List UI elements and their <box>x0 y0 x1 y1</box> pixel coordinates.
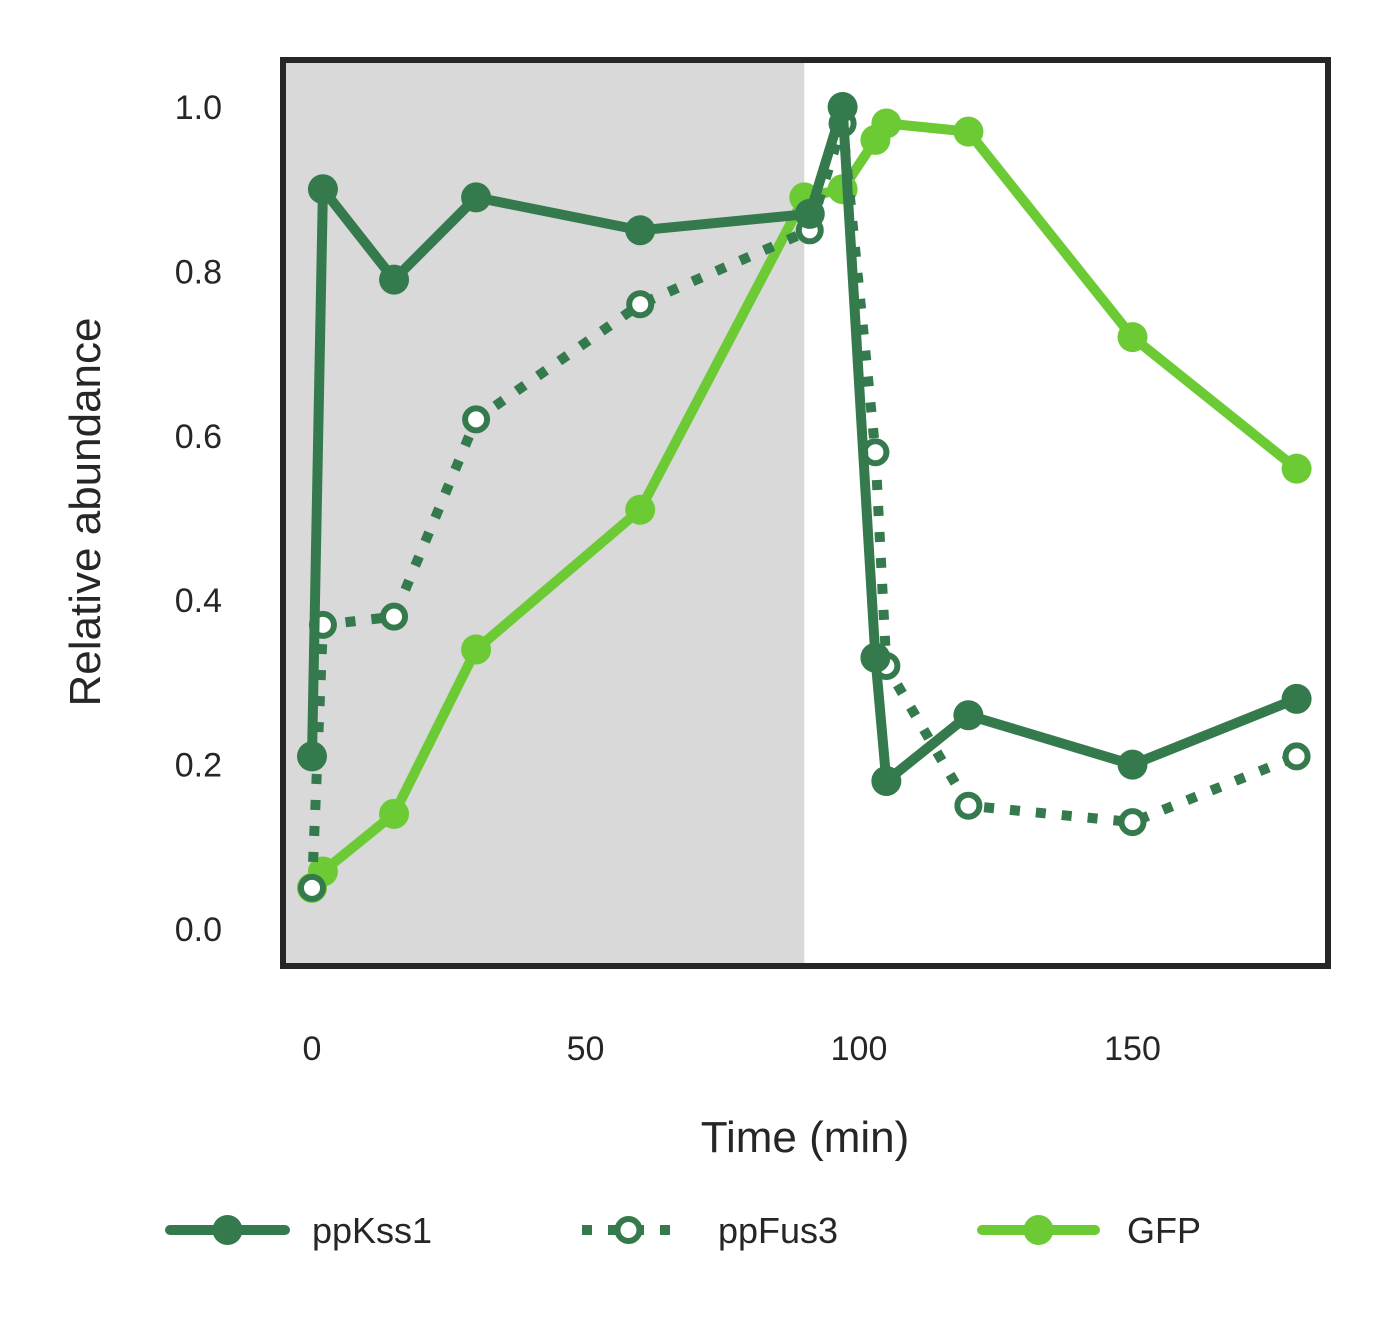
series-line <box>307 102 1302 787</box>
legend-marker <box>614 1216 643 1244</box>
data-point <box>380 602 409 631</box>
data-point <box>1117 322 1148 353</box>
x-tick-label: 50 <box>567 1030 605 1068</box>
y-tick-label: 0.0 <box>175 911 222 949</box>
x-tick-label: 0 <box>303 1030 322 1068</box>
x-tick-label: 100 <box>831 1030 888 1068</box>
x-tick-labels: 0 50 100 150 <box>303 1030 1161 1068</box>
data-point <box>1281 453 1312 484</box>
legend: ppKss1 ppFus3 GFP <box>165 1210 1201 1251</box>
plot-frame <box>280 57 1331 969</box>
data-point <box>297 741 327 772</box>
data-point <box>379 798 410 829</box>
legend-marker <box>212 1215 243 1245</box>
data-point <box>1118 808 1147 837</box>
data-point <box>462 405 491 434</box>
series-layer <box>297 92 1312 903</box>
x-tick-label: 150 <box>1104 1030 1161 1068</box>
y-tick-label: 0.6 <box>175 418 222 456</box>
data-point <box>1117 749 1148 780</box>
data-point <box>860 642 891 673</box>
y-tick-label: 1.0 <box>175 89 222 127</box>
data-point <box>871 108 902 139</box>
legend-label: GFP <box>1127 1210 1201 1251</box>
y-tick-label: 0.4 <box>175 582 222 620</box>
data-point <box>461 182 492 213</box>
legend-item-ppFus3: ppFus3 <box>582 1210 838 1251</box>
shaded-region <box>284 60 805 966</box>
series-ppKss1 <box>297 92 1312 797</box>
data-point <box>1281 683 1312 714</box>
data-point <box>827 92 858 122</box>
data-point <box>954 791 983 820</box>
series-line <box>307 118 1302 893</box>
data-point <box>953 116 984 147</box>
x-axis-title: Time (min) <box>701 1113 910 1162</box>
data-point <box>379 264 410 295</box>
data-point <box>625 215 656 246</box>
y-axis-title: Relative abundance <box>61 318 110 707</box>
y-tick-labels: 0.0 0.2 0.4 0.6 0.8 1.0 <box>175 89 222 949</box>
data-point <box>307 174 338 205</box>
data-point <box>1282 742 1311 771</box>
y-tick-label: 0.8 <box>175 253 222 291</box>
legend-label: ppKss1 <box>312 1210 432 1251</box>
legend-label: ppFus3 <box>718 1210 838 1251</box>
y-tick-label: 0.2 <box>175 747 222 785</box>
legend-item-GFP: GFP <box>977 1210 1201 1251</box>
data-point <box>871 766 902 797</box>
legend-marker <box>1023 1215 1054 1245</box>
data-point <box>794 198 825 229</box>
data-point <box>461 634 492 665</box>
data-point <box>298 873 326 902</box>
legend-item-ppKss1: ppKss1 <box>165 1210 432 1251</box>
data-point <box>953 700 984 731</box>
data-point <box>626 290 655 319</box>
data-point <box>625 494 656 525</box>
